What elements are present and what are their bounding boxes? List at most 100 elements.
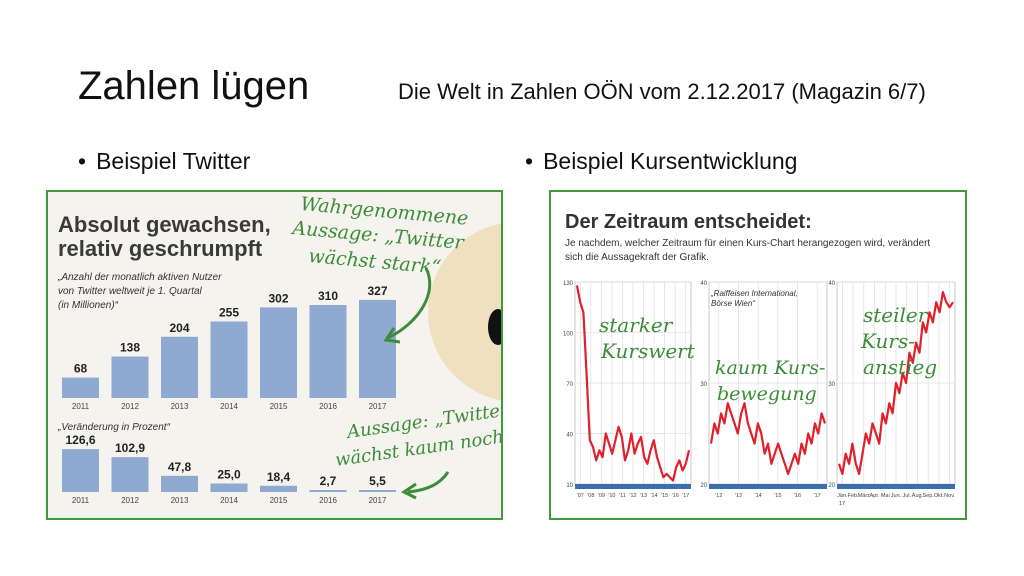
axis-bar: [709, 484, 827, 489]
absolute-bars: 68 2011 138 2012 204 2013 255 2014 302 2015 310 201…: [62, 284, 396, 411]
bullet-kurs: • Beispiel Kursentwicklung: [525, 146, 797, 176]
x-tick-label: '12: [629, 493, 636, 499]
bar-value-label: 126,6: [65, 433, 95, 447]
x-tick-label: Aug.: [912, 493, 924, 499]
kurs-desc-1: Je nachdem, welcher Zeitraum für einen K…: [565, 238, 930, 249]
x-tick-label: '17: [814, 493, 821, 499]
x-tick-label: '12: [715, 493, 722, 499]
bar-value-label: 255: [219, 306, 239, 320]
bar-value-label: 102,9: [115, 441, 145, 455]
x-tick-label: Jun.: [891, 493, 902, 499]
price-line: [709, 402, 827, 475]
y-tick-label: 40: [828, 281, 835, 287]
y-tick-label: 40: [700, 281, 707, 287]
x-tick-label: '14: [651, 493, 658, 499]
bar-2013: [161, 475, 198, 492]
bar-value-label: 47,8: [168, 460, 192, 474]
y-tick-label: 20: [828, 483, 835, 489]
x-tick-label: '11: [619, 493, 626, 499]
bar-category-label: 2011: [72, 402, 90, 411]
x-tick-label: '08: [587, 493, 594, 499]
bar-2014: [210, 321, 248, 398]
twitter-headline-1: Absolut gewachsen,: [58, 212, 271, 237]
bar-2011: [62, 449, 99, 492]
x-tick-label: '14: [755, 493, 762, 499]
bar-2015: [260, 307, 297, 398]
twitter-desc-2: von Twitter weltweit je 1. Quartal: [58, 286, 203, 297]
percent-bars: 126,6 2011 102,9 2012 47,8 2013 25,0 2014 18,4 20…: [62, 433, 396, 505]
x-tick-label: Jän.: [837, 493, 848, 499]
x-tick-label: Okt.: [934, 493, 945, 499]
x-tick-label: '15: [774, 493, 781, 499]
x-axis-note: 17: [839, 501, 845, 507]
x-tick-label: Nov.: [944, 493, 955, 499]
axis-bar: [837, 484, 955, 489]
x-tick-label: '15: [661, 493, 668, 499]
bar-category-label: 2017: [369, 402, 387, 411]
chart2-note-2: bewegung: [717, 383, 817, 405]
twitter-headline-2: relativ geschrumpft: [58, 236, 263, 261]
chart2-source-1: „Raiffeisen International,: [710, 289, 798, 298]
x-tick-label: '13: [735, 493, 742, 499]
bar-category-label: 2014: [220, 402, 238, 411]
twitter-image: Absolut gewachsen, relativ geschrumpft „…: [46, 190, 503, 520]
bar-2017: [359, 490, 396, 492]
bar-2016: [309, 490, 347, 492]
x-tick-label: '13: [640, 493, 647, 499]
bar-category-label: 2013: [171, 402, 189, 411]
x-tick-label: Mai: [881, 493, 890, 499]
y-tick-label: 20: [700, 483, 707, 489]
chart1-note-1: starker: [599, 313, 674, 337]
bar-category-label: 2016: [319, 402, 337, 411]
bar-category-label: 2015: [270, 496, 288, 505]
bar-value-label: 2,7: [320, 474, 337, 488]
kurs-desc-2: sich die Aussagekraft der Grafik.: [565, 252, 709, 263]
slide-subtitle: Die Welt in Zahlen OÖN vom 2.12.2017 (Ma…: [398, 79, 926, 104]
bar-value-label: 18,4: [267, 470, 291, 484]
bar-value-label: 5,5: [369, 474, 386, 488]
bar-category-label: 2016: [319, 496, 337, 505]
bar-2015: [260, 485, 297, 492]
axis-bar: [575, 484, 691, 489]
decor-dark-spot: [488, 309, 501, 345]
bar-value-label: 68: [74, 362, 88, 376]
kurs-image: Der Zeitraum entscheidet: Je nachdem, we…: [549, 190, 967, 520]
x-tick-label: Feb.: [848, 493, 859, 499]
x-tick-label: Sep.: [923, 493, 935, 499]
bullet-dot-icon: •: [78, 148, 87, 174]
y-tick-label: 30: [828, 382, 835, 388]
x-tick-label: '09: [598, 493, 605, 499]
slide-title: Zahlen lügen: [78, 64, 310, 108]
x-tick-label: '16: [794, 493, 801, 499]
price-line: [837, 291, 954, 475]
chart2-note-1: kaum Kurs-: [715, 357, 825, 379]
note-bottom-arrow: [407, 471, 450, 494]
note-top-arrow-head: [383, 327, 401, 344]
bar-category-label: 2015: [270, 402, 288, 411]
chart1-note-2: Kurswert: [600, 339, 696, 363]
bullet-dot-icon: •: [525, 148, 534, 174]
bar-2014: [210, 483, 248, 492]
line-chart-1: 130 100 70 40 10 '07'08 '09'10 '11'12 '13 '14'15 '…: [563, 281, 692, 499]
x-tick-label: Jul.: [902, 493, 911, 499]
bar-2012: [111, 356, 149, 398]
chart3-note-1: steiler: [863, 303, 929, 327]
y-tick-label: 100: [563, 332, 574, 338]
y-tick-label: 70: [566, 382, 573, 388]
twitter-desc-1: „Anzahl der monatlich aktiven Nutzer: [57, 272, 222, 283]
chart3-note-2: Kurs-: [860, 329, 915, 353]
twitter-chart-svg: Absolut gewachsen, relativ geschrumpft „…: [48, 192, 501, 518]
y-tick-label: 40: [566, 433, 573, 439]
bar-category-label: 2011: [72, 496, 90, 505]
bar-category-label: 2012: [121, 496, 139, 505]
bar-value-label: 25,0: [217, 468, 241, 482]
bullet-kurs-text: Beispiel Kursentwicklung: [543, 148, 798, 174]
kurs-chart-svg: Der Zeitraum entscheidet: Je nachdem, we…: [551, 192, 965, 518]
line-chart-2: 40 30 20 '12 '13 '14 '15 '16 '17: [700, 281, 828, 499]
y-tick-label: 10: [566, 483, 573, 489]
bar-2013: [161, 336, 198, 398]
bar-value-label: 204: [169, 321, 189, 335]
bar-category-label: 2013: [171, 496, 189, 505]
